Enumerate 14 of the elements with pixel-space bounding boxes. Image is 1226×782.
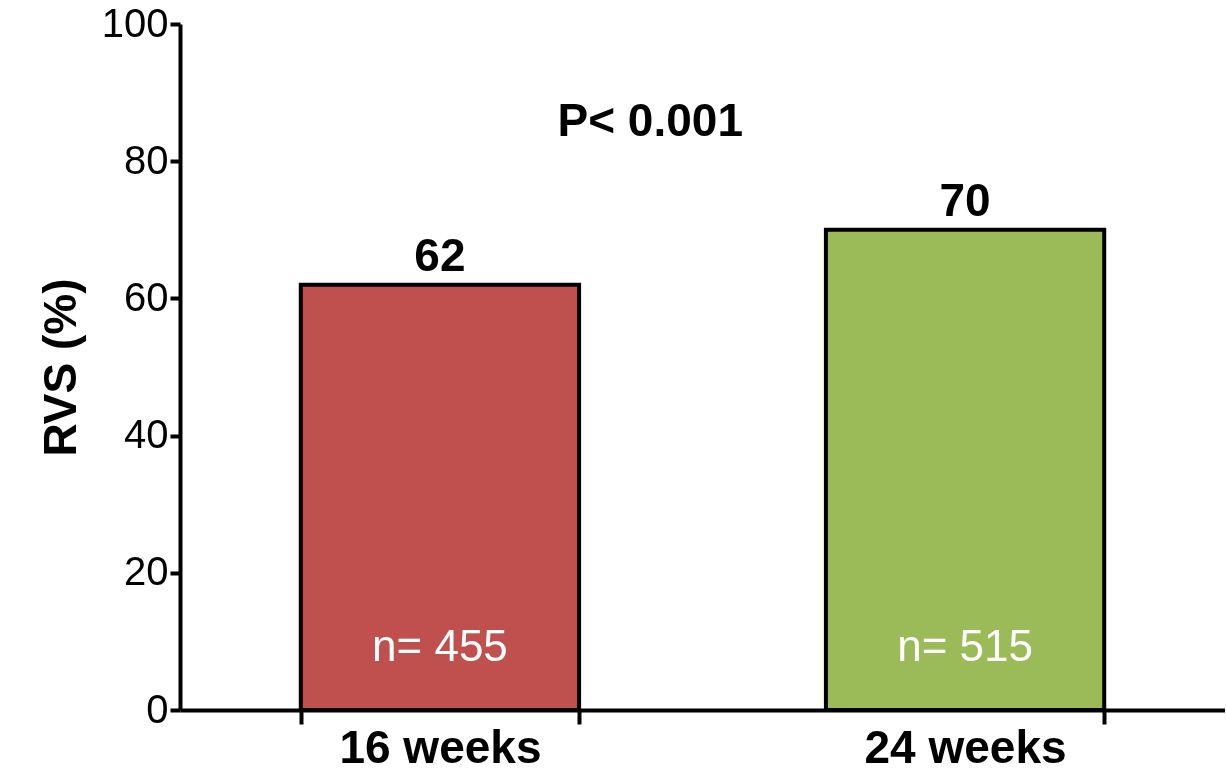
x-tick-label: 24 weeks xyxy=(864,720,1067,773)
annotation: n= 515 xyxy=(897,621,1033,670)
y-axis-title: RVS (%) xyxy=(33,278,86,457)
y-tick-label: 100 xyxy=(101,0,169,45)
data-label: 62 xyxy=(414,228,466,281)
annotation: n= 455 xyxy=(372,621,508,670)
y-tick-label: 80 xyxy=(124,137,169,182)
y-tick-label: 20 xyxy=(124,549,169,594)
y-tick-label: 40 xyxy=(124,412,169,457)
x-tick-label: 16 weeks xyxy=(339,720,542,773)
y-tick-label: 60 xyxy=(124,274,169,319)
data-label: 70 xyxy=(939,173,991,226)
annotation: P< 0.001 xyxy=(557,94,743,146)
y-tick-label: 0 xyxy=(146,686,169,731)
